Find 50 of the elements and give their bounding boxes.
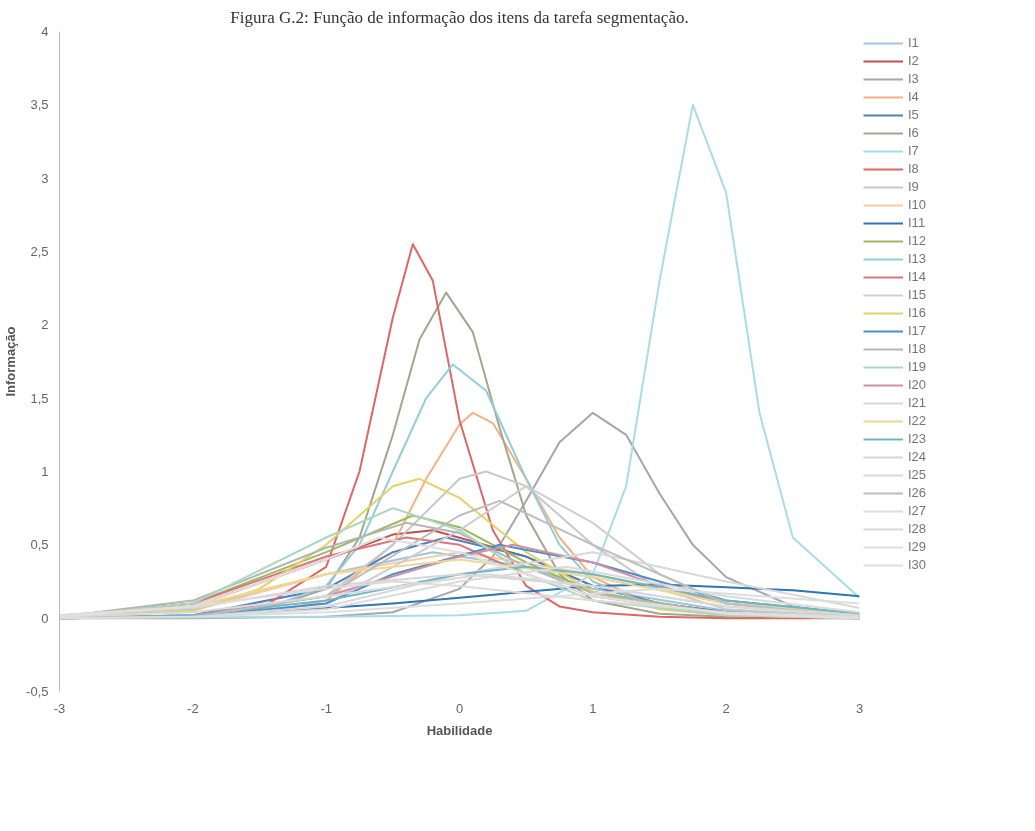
legend-label: I28 bbox=[908, 521, 928, 536]
legend-label: I30 bbox=[908, 557, 928, 572]
legend-label: I9 bbox=[908, 179, 920, 194]
y-tick-label: -0,5 bbox=[26, 684, 49, 699]
legend-label: I4 bbox=[908, 89, 920, 104]
x-tick-label: 1 bbox=[589, 700, 597, 716]
legend-label: I1 bbox=[908, 35, 920, 50]
legend-label: I22 bbox=[908, 413, 928, 428]
y-tick-label: 0 bbox=[41, 610, 49, 626]
legend-label: I21 bbox=[908, 395, 928, 410]
x-tick-label: -1 bbox=[320, 700, 332, 716]
y-tick-label: 3 bbox=[41, 170, 49, 186]
legend-label: I7 bbox=[908, 143, 920, 158]
x-tick-label: 2 bbox=[722, 700, 730, 716]
legend-label: I11 bbox=[908, 215, 927, 230]
x-tick-label: -3 bbox=[53, 700, 66, 716]
x-tick-label: -2 bbox=[187, 700, 199, 716]
legend-label: I2 bbox=[908, 53, 920, 68]
legend-label: I8 bbox=[908, 161, 920, 176]
legend-label: I10 bbox=[908, 197, 928, 212]
legend-label: I14 bbox=[908, 269, 928, 284]
legend-label: I15 bbox=[908, 287, 928, 302]
x-tick-label: 0 bbox=[455, 700, 464, 716]
legend-label: I27 bbox=[908, 503, 928, 518]
legend-label: I12 bbox=[908, 233, 928, 248]
chart-title: Figura G.2: Função de informação dos itens da tarefa segmentação. bbox=[230, 7, 689, 27]
legend-label: I26 bbox=[908, 485, 928, 500]
legend-label: I3 bbox=[908, 71, 920, 86]
x-axis-title: Habilidade bbox=[426, 722, 493, 738]
y-tick-label: 2,5 bbox=[30, 244, 49, 259]
legend-label: I25 bbox=[908, 467, 928, 482]
legend-label: I24 bbox=[908, 449, 928, 464]
legend-label: I17 bbox=[908, 323, 928, 338]
legend-label: I13 bbox=[908, 251, 928, 266]
y-tick-label: 4 bbox=[41, 24, 49, 39]
legend-label: I18 bbox=[908, 341, 928, 356]
legend-label: I29 bbox=[908, 539, 928, 554]
legend-label: I6 bbox=[908, 125, 920, 140]
y-tick-label: 1 bbox=[41, 464, 49, 479]
legend-label: I23 bbox=[908, 431, 928, 446]
legend-label: I5 bbox=[908, 107, 920, 122]
x-tick-label: 3 bbox=[855, 700, 864, 716]
y-tick-label: 1,5 bbox=[30, 390, 49, 406]
y-axis-title: Informação bbox=[3, 326, 19, 397]
legend-label: I20 bbox=[908, 377, 928, 392]
legend-label: I16 bbox=[908, 305, 928, 320]
y-tick-label: 3,5 bbox=[30, 97, 49, 113]
y-tick-label: 2 bbox=[41, 317, 49, 333]
legend-label: I19 bbox=[908, 359, 928, 374]
y-tick-label: 0,5 bbox=[30, 537, 49, 553]
